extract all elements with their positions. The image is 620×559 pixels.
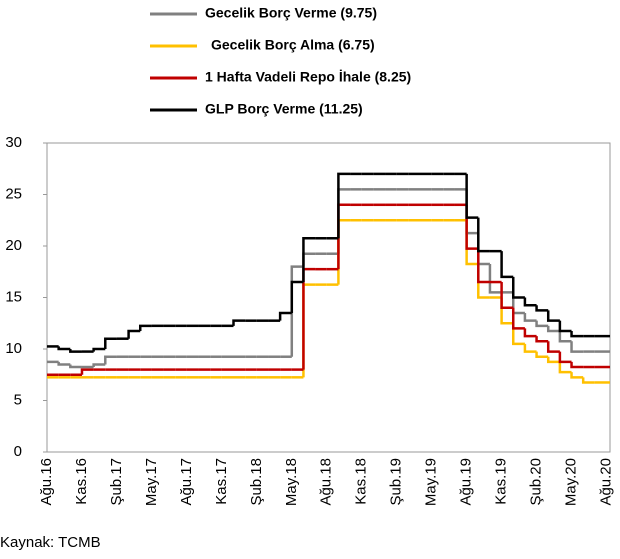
step-segment [80,368,94,375]
x-tick-label: May.19 [423,458,440,506]
step-segment [57,361,71,366]
source: Kaynak: TCMB [0,534,101,551]
step-segment [92,347,106,352]
x-tick-label: Ağu.19 [458,458,475,506]
step-segment [337,172,351,239]
step-segment [465,204,479,250]
step-segment [290,280,304,313]
step-segment [558,320,572,333]
step-segment [69,349,82,353]
x-tick-label: Kas.17 [213,458,230,505]
step-segment [127,329,141,339]
step-segment [570,341,584,353]
step-segment [477,248,490,284]
x-tick-label: Şub.18 [248,458,265,506]
step-segment [337,188,351,254]
step-segment [488,264,502,294]
step-segment [477,233,490,266]
step-segment [558,361,572,374]
y-tick-label: 25 [5,185,22,202]
x-tick-label: Kas.19 [493,458,510,505]
x-tick-label: Şub.19 [388,458,405,506]
legend-label: GLP Borç Verme (11.25) [205,101,363,117]
step-segment [570,330,584,338]
step-segment [302,237,316,283]
step-segment [546,356,560,364]
step-segment [104,337,117,349]
step-segment [465,173,479,219]
x-tick-label: May.18 [283,458,300,506]
step-segment [546,341,560,353]
step-segment [523,297,537,307]
step-segment [232,319,246,326]
x-tick-label: Kas.18 [353,458,370,505]
step-segment [512,307,525,330]
y-tick-label: 0 [14,443,22,460]
x-tick-label: Şub.17 [108,458,125,506]
series-line [47,203,610,376]
step-segment [558,351,572,364]
step-segment [278,311,292,321]
step-segment [512,292,525,315]
y-tick-label: 15 [5,288,22,305]
x-tick-label: Ağu.17 [178,458,195,506]
step-segment [535,336,549,343]
step-segment [465,220,479,266]
legend-label: Gecelik Borç Alma (6.75) [211,37,375,53]
step-segment [139,324,152,331]
x-tick-label: Şub.20 [528,458,545,506]
step-segment [500,251,514,279]
step-segment [104,355,117,365]
step-segment [523,328,537,338]
step-segment [337,203,351,270]
series-line [47,188,610,369]
step-segment [337,219,351,285]
step-segment [500,282,514,310]
step-segment [523,312,537,322]
step-segment [523,343,537,353]
step-segment [302,252,316,267]
legend-label: Gecelik Borç Verme (9.75) [205,5,377,21]
y-tick-label: 10 [5,340,22,357]
step-segment [512,276,525,299]
step-segment [69,364,82,369]
step-segment [302,283,316,378]
step-segment [546,325,560,333]
step-segment [570,372,584,379]
step-segment [535,320,549,328]
step-segment [500,297,514,325]
x-tick-label: Kas.16 [73,458,90,505]
step-segment [477,217,490,253]
x-tick-label: May.20 [563,458,580,506]
y-tick-label: 30 [5,134,22,151]
x-tick-label: Ağu.18 [318,458,335,506]
y-tick-label: 5 [14,391,22,408]
step-segment [465,189,479,235]
step-segment [290,265,304,357]
legend-label: 1 Hafta Vadeli Repo İhale (8.25) [205,69,411,85]
step-segment [535,351,549,358]
series-line [47,172,610,353]
step-segment [570,361,584,369]
step-segment [535,305,549,312]
step-segment [581,377,595,384]
x-tick-label: Ağu.16 [38,458,55,506]
y-tick-label: 20 [5,237,22,254]
x-tick-label: Ağu.20 [597,458,614,506]
step-segment [546,310,560,322]
x-tick-label: May.17 [143,458,160,506]
step-segment [512,323,525,346]
step-segment [92,363,106,368]
step-segment [477,264,490,299]
step-segment [558,330,572,343]
step-segment [57,346,71,351]
